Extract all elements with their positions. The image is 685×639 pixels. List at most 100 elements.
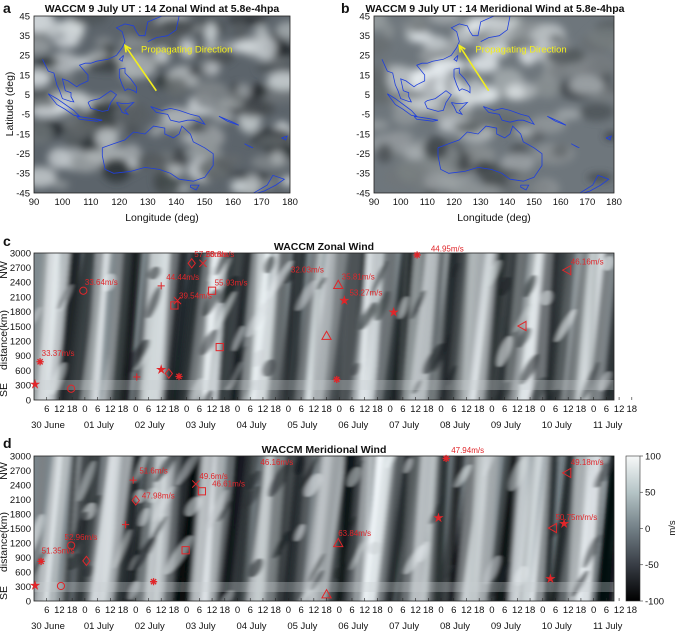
- se-label: SE: [0, 586, 10, 600]
- y-tick-label: 0: [26, 395, 31, 406]
- hour-tick-label: 0: [133, 605, 138, 616]
- panel-b-title: WACCM 9 July UT : 14 Meridional Wind at …: [366, 3, 625, 15]
- coastline-path: [571, 143, 580, 149]
- wind-texture: [128, 22, 168, 40]
- wind-texture: [263, 255, 275, 274]
- wind-texture: [418, 174, 460, 191]
- coastline: [381, 16, 612, 193]
- panel-a-title: WACCM 9 July UT : 14 Zonal Wind at 5.8e-…: [45, 3, 280, 15]
- zonal-wind-map: [34, 16, 290, 193]
- colorbar-tick-label: 50: [645, 488, 656, 499]
- y-tick-label: 15: [19, 70, 30, 81]
- hour-tick-label: 18: [474, 605, 485, 616]
- wind-texture: [185, 496, 201, 517]
- y-tick-label: 25: [359, 51, 370, 62]
- wind-texture: [153, 48, 170, 65]
- wind-texture: [499, 276, 512, 296]
- wind-texture: [513, 565, 529, 587]
- colorbar-tick-label: -50: [645, 560, 659, 571]
- wind-texture: [45, 18, 60, 40]
- colorbar-unit-label: m/s: [667, 520, 678, 536]
- wind-texture: [519, 353, 539, 385]
- hour-tick-label: 6: [349, 605, 354, 616]
- hour-tick-label: 6: [502, 605, 507, 616]
- wind-texture: [219, 590, 234, 601]
- coastline-path: [42, 16, 180, 103]
- coastline-path: [450, 101, 469, 116]
- wind-band: [44, 456, 63, 601]
- wind-texture: [544, 47, 586, 65]
- day-label: 11 July: [593, 420, 623, 431]
- hour-tick-label: 12: [614, 404, 625, 415]
- wind-texture: [343, 515, 357, 545]
- circle-marker: [67, 384, 76, 393]
- wind-texture: [235, 98, 276, 118]
- wind-speed-label: 47.98m/s: [142, 492, 175, 501]
- wind-texture: [233, 39, 262, 54]
- wind-texture: [138, 507, 150, 527]
- hour-tick-label: 0: [82, 605, 87, 616]
- triangle-left-marker: [561, 264, 572, 276]
- y-tick-label: 2100: [10, 495, 31, 506]
- wind-speed-label: 46.16m/s: [260, 458, 293, 467]
- y-tick-label: -15: [356, 129, 370, 140]
- wind-texture: [239, 380, 256, 400]
- propagation-arrow: [458, 43, 490, 92]
- wind-texture: [333, 566, 344, 579]
- y-tick-label: 300: [15, 381, 31, 392]
- star-marker: [339, 295, 350, 305]
- hour-tick-label: 18: [321, 605, 332, 616]
- coastline-path: [579, 174, 610, 193]
- wind-texture: [207, 266, 216, 282]
- x-marker: [191, 480, 200, 488]
- wind-texture: [247, 84, 268, 99]
- triangle-left-marker: [516, 320, 527, 332]
- wind-markers: [29, 454, 572, 599]
- colorbar-tick-label: 100: [645, 451, 661, 462]
- coastline-path: [118, 67, 137, 94]
- wind-texture: [468, 55, 499, 73]
- wind-speed-labels: 51.35m/s52.96m/s51.6m/s47.98m/s49.6m/s46…: [42, 446, 604, 556]
- x-tick-label: 120: [111, 197, 127, 208]
- y-tick-label: 25: [19, 51, 30, 62]
- x-tick-label: 90: [369, 197, 380, 208]
- wind-band: [336, 456, 355, 601]
- hour-tick-label: 12: [258, 404, 269, 415]
- x-tick-labels: 90 100 110 120 130 140 150 160 170 180: [29, 197, 298, 208]
- colorbar-tick-label: -100: [645, 596, 664, 607]
- wind-texture: [508, 458, 527, 492]
- x-tick-label: 110: [83, 197, 98, 208]
- hour-tick-label: 0: [540, 605, 545, 616]
- y-tick-label: -5: [22, 110, 30, 121]
- y-tick-label: -35: [16, 169, 30, 180]
- y-tick-label: 0: [26, 596, 31, 607]
- wind-texture: [529, 376, 547, 400]
- coastline: [42, 16, 288, 193]
- wind-texture: [232, 19, 248, 42]
- hour-tick-label: 0: [489, 404, 494, 415]
- y-tick-labels: 45 35 25 15 5 -5 -15 -25 -35 -45: [16, 11, 30, 199]
- x-tick-label: 170: [579, 197, 595, 208]
- wind-texture: [204, 22, 218, 44]
- wind-texture: [296, 582, 315, 601]
- wind-band: [55, 253, 69, 400]
- wind-band: [188, 456, 203, 601]
- coastline-path: [547, 115, 567, 126]
- wind-band: [327, 253, 345, 400]
- y-tick-label: 35: [19, 31, 30, 42]
- hour-tick-label: 0: [235, 605, 240, 616]
- star-marker: [29, 378, 41, 389]
- wind-texture: [247, 470, 261, 491]
- wind-texture: [407, 147, 425, 161]
- wind-texture: [245, 301, 269, 338]
- wind-texture: [180, 39, 196, 58]
- wind-speed-labels: 33.37m/s 33.64m/s 44.44m/s 39.54m/s 57.28m/s…: [42, 245, 604, 358]
- star-marker: [545, 573, 556, 584]
- diamond-marker: [131, 495, 140, 506]
- wind-texture: [190, 377, 204, 400]
- wind-texture: [568, 74, 605, 95]
- wind-texture: [482, 259, 502, 291]
- day-label: 05 July: [287, 420, 317, 431]
- wind-band: [608, 530, 614, 601]
- wind-texture: [428, 16, 462, 25]
